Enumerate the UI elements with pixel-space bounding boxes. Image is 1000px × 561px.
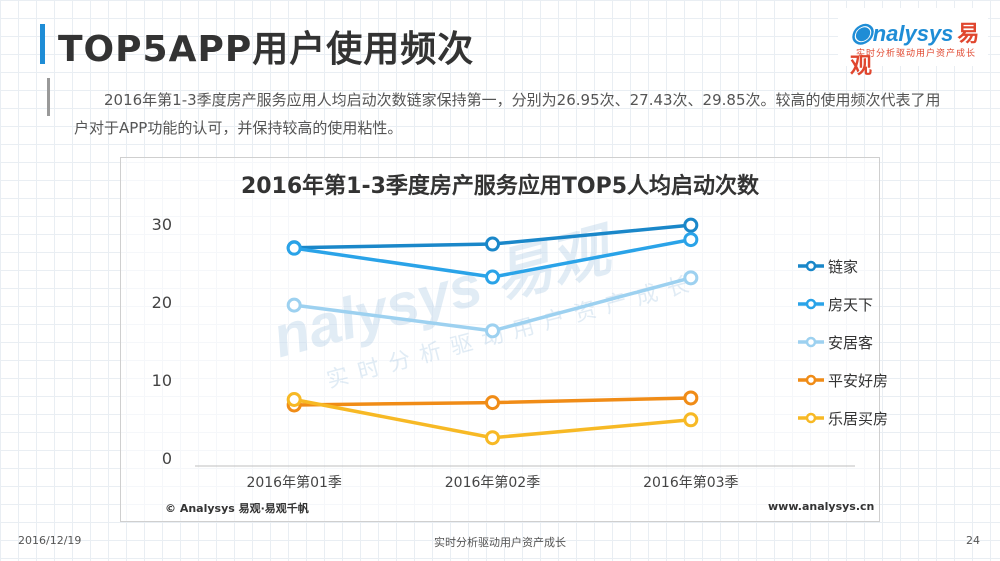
- data-point-1-1: [485, 269, 500, 285]
- data-point-3-1: [485, 395, 500, 411]
- legend-label-2: 安居客: [828, 334, 873, 352]
- page-number: 24: [966, 534, 980, 547]
- legend-swatch-marker-0: [805, 260, 817, 272]
- logo-tagline: 实时分析驱动用户资产成长: [856, 49, 977, 59]
- legend-swatch-marker-3: [805, 374, 817, 386]
- source-right: www.analysys.cn: [768, 500, 875, 513]
- y-tick-label-1: 10: [152, 371, 172, 390]
- footer-slogan: 实时分析驱动用户资产成长: [434, 536, 566, 549]
- analysys-logo: ◉nalysys 易观 实时分析驱动用户资产成长: [838, 8, 988, 78]
- description-accent-bar: [47, 78, 50, 116]
- logo-brand-cn: 易观: [850, 21, 980, 78]
- y-tick-label-3: 30: [152, 215, 172, 234]
- x-tick-label-0: 2016年第01季: [246, 474, 341, 491]
- legend-label-3: 平安好房: [828, 372, 888, 390]
- data-point-1-0: [286, 240, 302, 256]
- x-tick-label-2: 2016年第03季: [643, 474, 738, 491]
- legend-label-0: 链家: [828, 258, 858, 276]
- data-point-1-2: [683, 232, 699, 248]
- title-accent-bar: [40, 24, 45, 64]
- page-title: TOP5APP用户使用频次: [58, 29, 475, 70]
- data-point-2-0: [286, 297, 302, 313]
- footer-date: 2016/12/19: [18, 534, 82, 547]
- data-point-4-1: [485, 430, 500, 446]
- series-line-2: [293, 276, 692, 333]
- data-point-2-2: [683, 270, 699, 286]
- source-left: © Analysys 易观·易观千帆: [165, 502, 309, 515]
- data-point-0-1: [485, 236, 500, 252]
- logo-brand-en: nalysys: [872, 21, 954, 46]
- y-tick-label-2: 20: [152, 293, 172, 312]
- legend-label-1: 房天下: [828, 296, 873, 314]
- legend-label-4: 乐居买房: [828, 410, 888, 428]
- data-point-0-2: [683, 217, 699, 233]
- legend-swatch-marker-2: [805, 336, 817, 348]
- chart-frame: [120, 157, 880, 522]
- legend-swatch-marker-4: [805, 412, 817, 424]
- legend-swatch-marker-1: [805, 298, 817, 310]
- data-point-4-2: [683, 412, 699, 428]
- x-tick-label-1: 2016年第02季: [445, 474, 540, 491]
- data-point-3-2: [683, 390, 699, 406]
- y-tick-label-0: 0: [162, 449, 172, 468]
- chart-title: 2016年第1-3季度房产服务应用TOP5人均启动次数: [240, 174, 760, 199]
- page-description: 2016年第1-3季度房产服务应用人均启动次数链家保持第一，分别为26.95次、…: [74, 91, 941, 137]
- logo-wordmark: ◉nalysys 易观: [850, 17, 980, 78]
- data-point-4-0: [286, 392, 302, 407]
- data-point-2-1: [485, 323, 500, 339]
